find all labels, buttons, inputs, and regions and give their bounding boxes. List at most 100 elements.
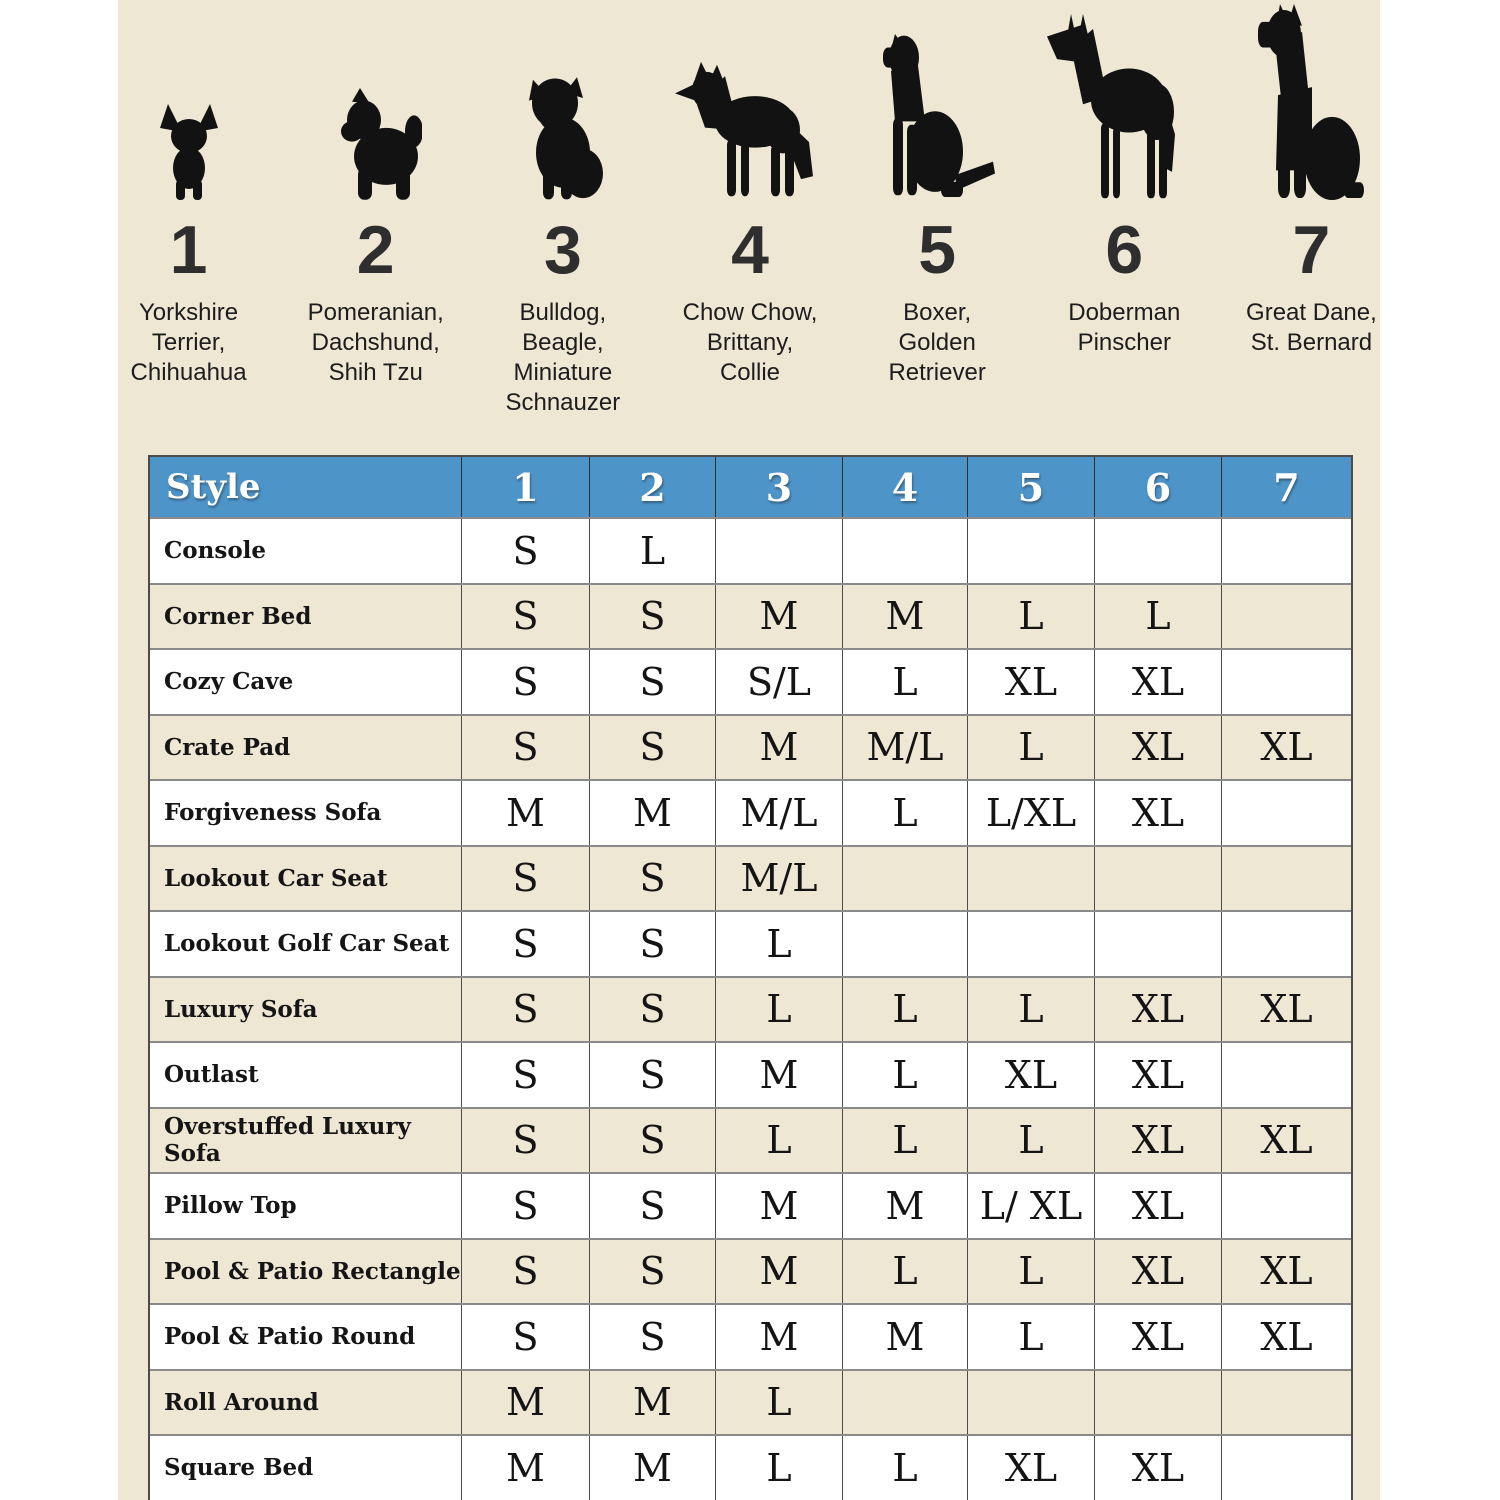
size-cell <box>1222 650 1351 714</box>
style-cell: Pillow Top <box>150 1174 462 1238</box>
table-row: Crate Pad S S M M/L L XL XL <box>150 713 1351 779</box>
size-cell <box>968 1370 1095 1434</box>
size-cell <box>843 519 968 583</box>
breed-line: Shih Tzu <box>328 359 423 386</box>
size-cell: L <box>590 519 716 583</box>
style-cell: Lookout Car Seat <box>150 846 462 910</box>
breed-line: Chihuahua <box>130 359 247 386</box>
size-cell: L <box>968 977 1095 1041</box>
size-cell: M <box>716 715 843 779</box>
size-cell: S <box>462 1108 590 1172</box>
dog-breeds-label: Chow Chow, Brittany, Collie <box>683 298 818 388</box>
column-header-style: Style <box>150 457 462 517</box>
dog-size-group-5: 5 Boxer, Golden Retriever <box>844 0 1031 450</box>
size-chart-table: Style 1 2 3 4 5 6 7 Console S L Corner B… <box>148 455 1353 1500</box>
size-cell: S <box>462 846 590 910</box>
table-header-row: Style 1 2 3 4 5 6 7 <box>150 457 1351 517</box>
size-cell: XL <box>1095 977 1222 1041</box>
boxer-icon <box>871 0 1003 202</box>
dog-size-group-1: 1 Yorkshire Terrier, Chihuahua <box>95 0 282 450</box>
breed-line: St. Bernard <box>1250 329 1373 356</box>
size-cell <box>1222 1174 1351 1238</box>
breed-line: Boxer, <box>903 299 972 326</box>
dog-size-group-3: 3 Bulldog, Beagle, Miniature Schnauzer <box>469 0 656 450</box>
style-cell: Corner Bed <box>150 584 462 648</box>
size-cell: M <box>843 584 968 648</box>
table-row: Forgiveness Sofa M M M/L L L/XL XL <box>150 779 1351 845</box>
size-cell: L <box>843 1239 968 1303</box>
breed-line: Yorkshire <box>138 299 239 326</box>
style-cell: Console <box>150 519 462 583</box>
dog-size-number: 3 <box>543 212 582 288</box>
size-cell: S <box>590 1108 716 1172</box>
size-cell: M <box>462 1436 590 1500</box>
size-cell <box>1095 1370 1222 1434</box>
size-cell <box>843 1370 968 1434</box>
size-cell: L <box>968 1305 1095 1369</box>
doberman-icon <box>1045 0 1203 202</box>
size-cell <box>968 519 1095 583</box>
size-cell: M <box>716 1239 843 1303</box>
size-cell: XL <box>1222 977 1351 1041</box>
size-cell: S <box>462 715 590 779</box>
size-cell: S <box>590 977 716 1041</box>
size-cell <box>1222 781 1351 845</box>
dog-size-number: 7 <box>1292 212 1331 288</box>
style-cell: Pool & Patio Rectangle <box>150 1239 462 1303</box>
size-cell: XL <box>1095 1239 1222 1303</box>
size-cell: S <box>462 519 590 583</box>
size-cell: S <box>590 1043 716 1107</box>
style-cell: Lookout Golf Car Seat <box>150 912 462 976</box>
dog-breeds-label: Bulldog, Beagle, Miniature Schnauzer <box>505 298 620 418</box>
size-cell: L/ XL <box>968 1174 1095 1238</box>
size-cell: S <box>462 1305 590 1369</box>
size-cell: M <box>843 1174 968 1238</box>
size-cell: S <box>462 1239 590 1303</box>
size-cell: L <box>968 1239 1095 1303</box>
size-cell: M <box>716 1043 843 1107</box>
breed-line: Pinscher <box>1077 329 1171 356</box>
size-cell: XL <box>1095 1436 1222 1500</box>
table-row: Cozy Cave S S S/L L XL XL <box>150 648 1351 714</box>
size-cell: M/L <box>843 715 968 779</box>
column-header-1: 1 <box>462 457 590 517</box>
size-cell: L <box>843 781 968 845</box>
dog-size-group-2: 2 Pomeranian, Dachshund, Shih Tzu <box>282 0 469 450</box>
size-cell: XL <box>1095 650 1222 714</box>
size-cell: M <box>462 1370 590 1434</box>
column-header-3: 3 <box>716 457 843 517</box>
column-header-2: 2 <box>590 457 716 517</box>
yorkshire-terrier-icon <box>158 0 220 202</box>
size-cell: XL <box>968 1043 1095 1107</box>
size-cell: M <box>590 781 716 845</box>
size-cell: XL <box>1222 715 1351 779</box>
size-cell: L <box>716 977 843 1041</box>
dog-size-group-4: 4 Chow Chow, Brittany, Collie <box>656 0 843 450</box>
breed-line: Pomeranian, <box>307 299 444 326</box>
style-cell: Luxury Sofa <box>150 977 462 1041</box>
size-cell: S <box>462 912 590 976</box>
bulldog-icon <box>519 0 607 202</box>
size-cell: S <box>590 846 716 910</box>
size-cell: S <box>590 912 716 976</box>
table-row: Luxury Sofa S S L L L XL XL <box>150 975 1351 1041</box>
size-cell: L <box>716 1108 843 1172</box>
size-cell: S/L <box>716 650 843 714</box>
size-cell: L <box>1095 584 1222 648</box>
size-cell: S <box>590 715 716 779</box>
size-cell: S <box>462 1174 590 1238</box>
size-cell: L <box>968 584 1095 648</box>
dog-breeds-label: Boxer, Golden Retriever <box>888 298 985 388</box>
size-cell: XL <box>968 1436 1095 1500</box>
column-header-6: 6 <box>1095 457 1222 517</box>
size-cell: XL <box>1222 1239 1351 1303</box>
size-cell: L <box>716 1370 843 1434</box>
dog-breeds-label: Yorkshire Terrier, Chihuahua <box>131 298 247 388</box>
size-cell: L <box>843 1108 968 1172</box>
size-cell: S <box>462 584 590 648</box>
table-row: Pool & Patio Round S S M M L XL XL <box>150 1303 1351 1369</box>
size-cell <box>1222 912 1351 976</box>
style-cell: Square Bed <box>150 1436 462 1500</box>
table-row: Pillow Top S S M M L/ XL XL <box>150 1172 1351 1238</box>
dog-breeds-label: Doberman Pinscher <box>1068 298 1180 358</box>
